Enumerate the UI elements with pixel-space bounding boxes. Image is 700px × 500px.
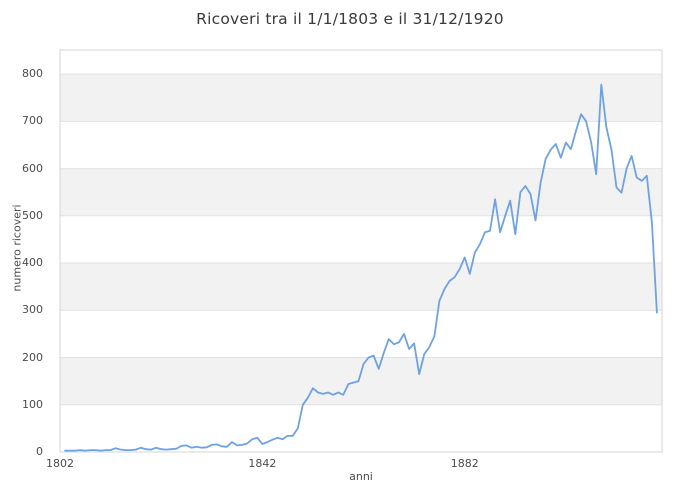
y-tick-label: 300 bbox=[22, 303, 43, 317]
y-tick-label: 800 bbox=[22, 67, 43, 81]
x-tick-label: 1842 bbox=[248, 457, 277, 470]
chart-title: Ricoveri tra il 1/1/1803 e il 31/12/1920 bbox=[196, 10, 504, 28]
x-axis-title: anni bbox=[349, 470, 373, 483]
grid-band bbox=[60, 263, 662, 311]
y-tick-label: 500 bbox=[22, 208, 43, 222]
data-line-series bbox=[64, 83, 658, 452]
grid-band bbox=[60, 168, 662, 216]
y-tick-label: 600 bbox=[22, 161, 43, 175]
y-tick-label: 200 bbox=[22, 350, 43, 364]
y-tick-label: 100 bbox=[22, 397, 43, 411]
x-tick-label: 1882 bbox=[450, 457, 479, 470]
y-tick-label: 700 bbox=[22, 114, 43, 128]
grid-band bbox=[60, 74, 662, 122]
grid-band bbox=[60, 357, 662, 405]
plot-frame bbox=[59, 49, 663, 453]
y-tick-label: 0 bbox=[36, 445, 43, 458]
y-tick-label: 400 bbox=[22, 256, 43, 270]
x-tick-label: 1802 bbox=[46, 457, 74, 470]
